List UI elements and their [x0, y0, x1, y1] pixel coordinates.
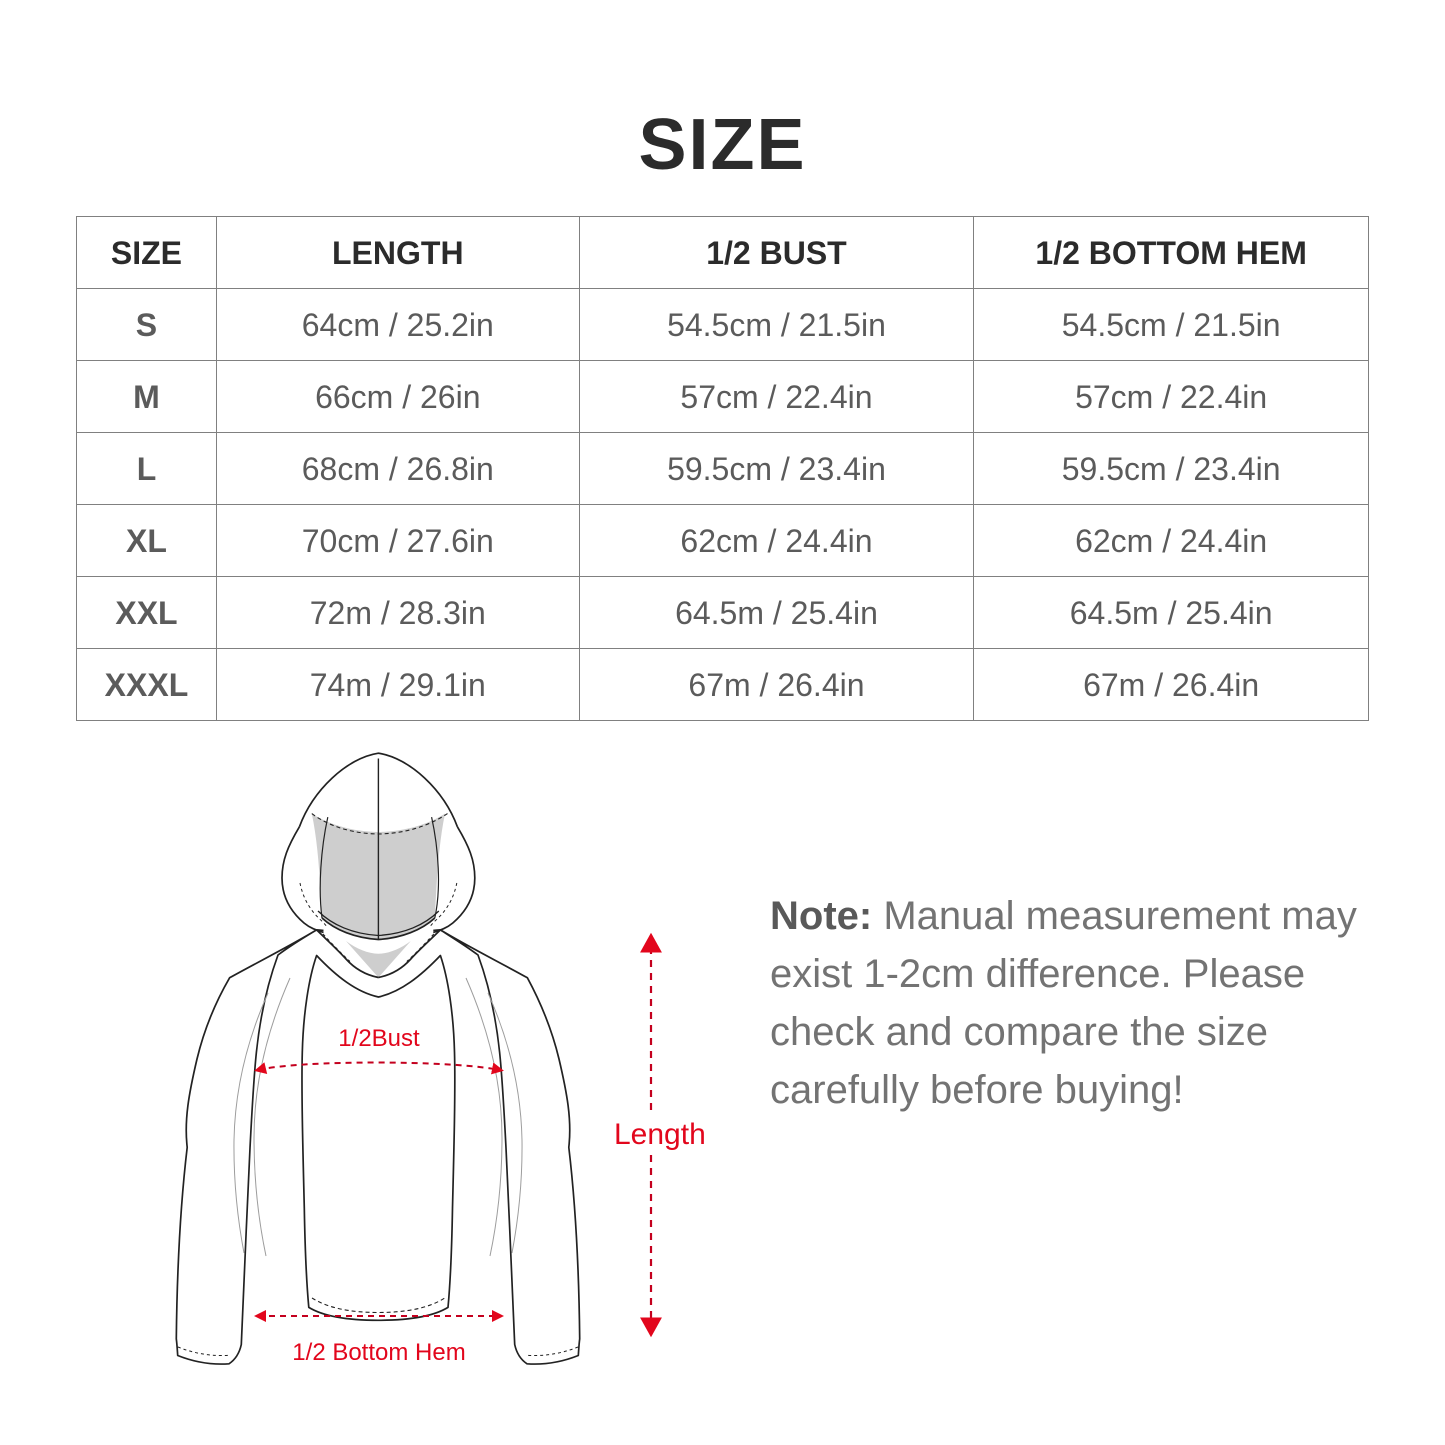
svg-text:1/2Bust: 1/2Bust	[338, 1025, 420, 1052]
svg-text:Length: Length	[614, 1118, 706, 1151]
svg-text:1/2 Bottom Hem: 1/2 Bottom Hem	[292, 1339, 465, 1366]
